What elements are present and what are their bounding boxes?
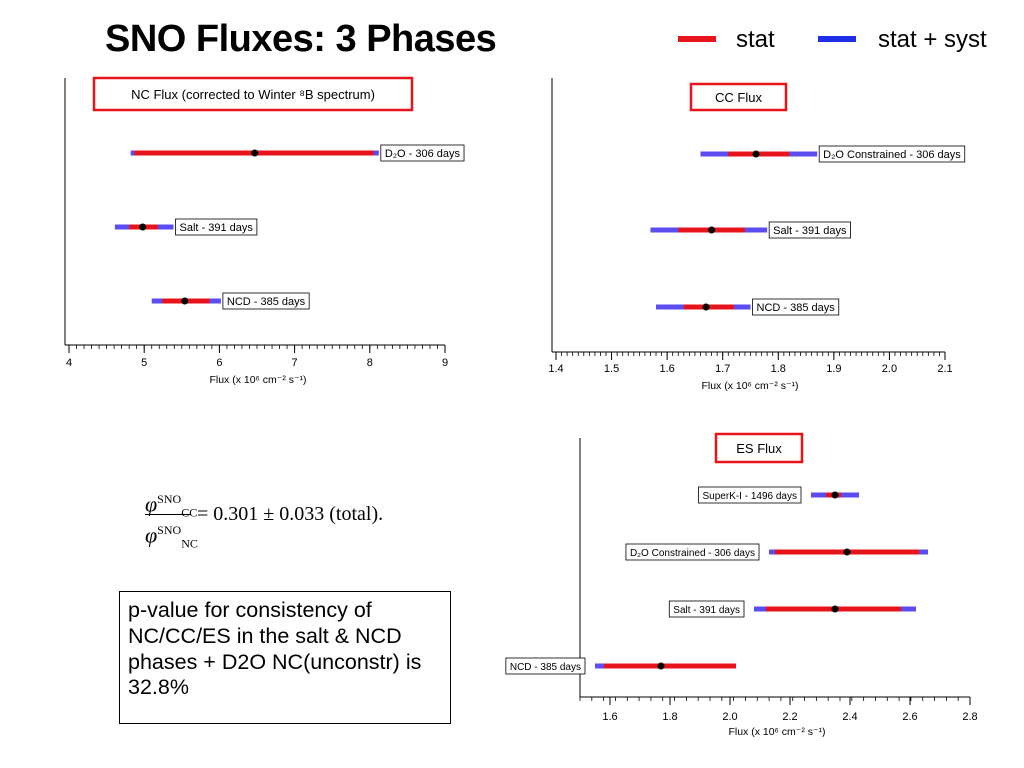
x-tick-label: 7 — [292, 357, 298, 369]
chart-title: ES Flux — [736, 441, 782, 456]
series-label-box — [698, 486, 802, 504]
x-tick-label: 2.6 — [902, 711, 917, 723]
series-label-box — [768, 221, 851, 239]
series-label-box — [668, 600, 745, 618]
x-tick-label: 2.0 — [882, 363, 897, 375]
series-label-box — [818, 145, 966, 163]
series-label-box — [222, 292, 310, 310]
chart-title-box — [714, 432, 804, 464]
x-tick-label: 2.0 — [722, 711, 737, 723]
legend: stat stat + syst — [0, 26, 1024, 60]
series-label: D₂O Constrained - 306 days — [823, 149, 961, 161]
series-label-box — [380, 144, 465, 162]
x-axis-label: Flux (x 10⁶ cm⁻² s⁻¹) — [209, 374, 306, 386]
central-value-point — [702, 303, 710, 311]
chart-title-box — [689, 82, 788, 112]
numerator-subscript: CC — [181, 505, 198, 520]
x-tick-label: 1.6 — [602, 711, 617, 723]
chart-title: NC Flux (corrected to Winter ⁸B spectrum… — [131, 87, 375, 102]
series-label: SuperK-I - 1496 days — [703, 491, 798, 502]
series-label: NCD - 385 days — [510, 662, 581, 673]
central-value-point — [831, 491, 839, 499]
x-tick-label: 2.8 — [962, 711, 977, 723]
x-tick-label: 2.1 — [937, 363, 952, 375]
legend-label-syst: stat + syst — [878, 26, 987, 53]
x-tick-label: 1.7 — [715, 363, 730, 375]
x-tick-label: 1.8 — [662, 711, 677, 723]
series-label-box — [752, 298, 840, 316]
central-value-point — [139, 223, 147, 231]
fraction-bar — [145, 514, 191, 515]
flux-ratio-denominator: φSNONC — [145, 517, 198, 550]
phi-symbol: φ — [145, 491, 158, 517]
series-label-box — [175, 218, 258, 236]
x-axis-label: Flux (x 10⁶ cm⁻² s⁻¹) — [701, 380, 798, 392]
flux-ratio-numerator: φSNOCC — [145, 486, 197, 519]
x-tick-label: 1.6 — [659, 363, 674, 375]
series-label: D₂O - 306 days — [385, 148, 461, 160]
x-tick-label: 4 — [66, 357, 72, 369]
series-label: NCD - 385 days — [757, 302, 836, 314]
central-value-point — [181, 297, 189, 305]
page-title: SNO Fluxes: 3 Phases — [105, 18, 497, 60]
x-tick-label: 1.8 — [771, 363, 786, 375]
legend-swatch-syst — [818, 36, 856, 42]
series-label: Salt - 391 days — [180, 222, 254, 234]
x-tick-label: 9 — [442, 357, 448, 369]
denominator-subscript: NC — [181, 536, 198, 551]
series-label: Salt - 391 days — [773, 225, 847, 237]
chart-title-box — [92, 76, 414, 112]
flux-ratio-fraction: φSNOCC φSNONC — [145, 486, 198, 551]
central-value-point — [831, 605, 839, 613]
x-tick-label: 8 — [367, 357, 373, 369]
central-value-point — [708, 226, 716, 234]
central-value-point — [752, 150, 760, 158]
x-tick-label: 1.5 — [604, 363, 619, 375]
numerator-superscript: SNO — [157, 492, 182, 506]
central-value-point — [251, 149, 259, 157]
central-value-point — [843, 548, 851, 556]
phi-symbol: φ — [145, 522, 158, 548]
chart-title: CC Flux — [715, 90, 762, 105]
x-tick-label: 2.4 — [842, 711, 857, 723]
x-tick-label: 1.4 — [548, 363, 563, 375]
series-label: Salt - 391 days — [673, 605, 740, 616]
central-value-point — [657, 662, 665, 670]
x-tick-label: 6 — [216, 357, 222, 369]
series-label-box — [625, 543, 760, 561]
p-value-note: p-value for consistency of NC/CC/ES in t… — [119, 591, 451, 724]
x-tick-label: 5 — [141, 357, 147, 369]
legend-swatch-stat — [678, 36, 716, 42]
legend-label-stat: stat — [736, 26, 775, 53]
series-label: D₂O Constrained - 306 days — [630, 548, 755, 559]
series-label: NCD - 385 days — [227, 296, 306, 308]
flux-ratio-value: = 0.301 ± 0.033 (total). — [197, 503, 384, 525]
x-axis-label: Flux (x 10⁶ cm⁻² s⁻¹) — [728, 726, 825, 738]
x-tick-label: 1.9 — [826, 363, 841, 375]
denominator-superscript: SNO — [157, 523, 182, 537]
series-label-box — [505, 657, 586, 675]
x-tick-label: 2.2 — [782, 711, 797, 723]
